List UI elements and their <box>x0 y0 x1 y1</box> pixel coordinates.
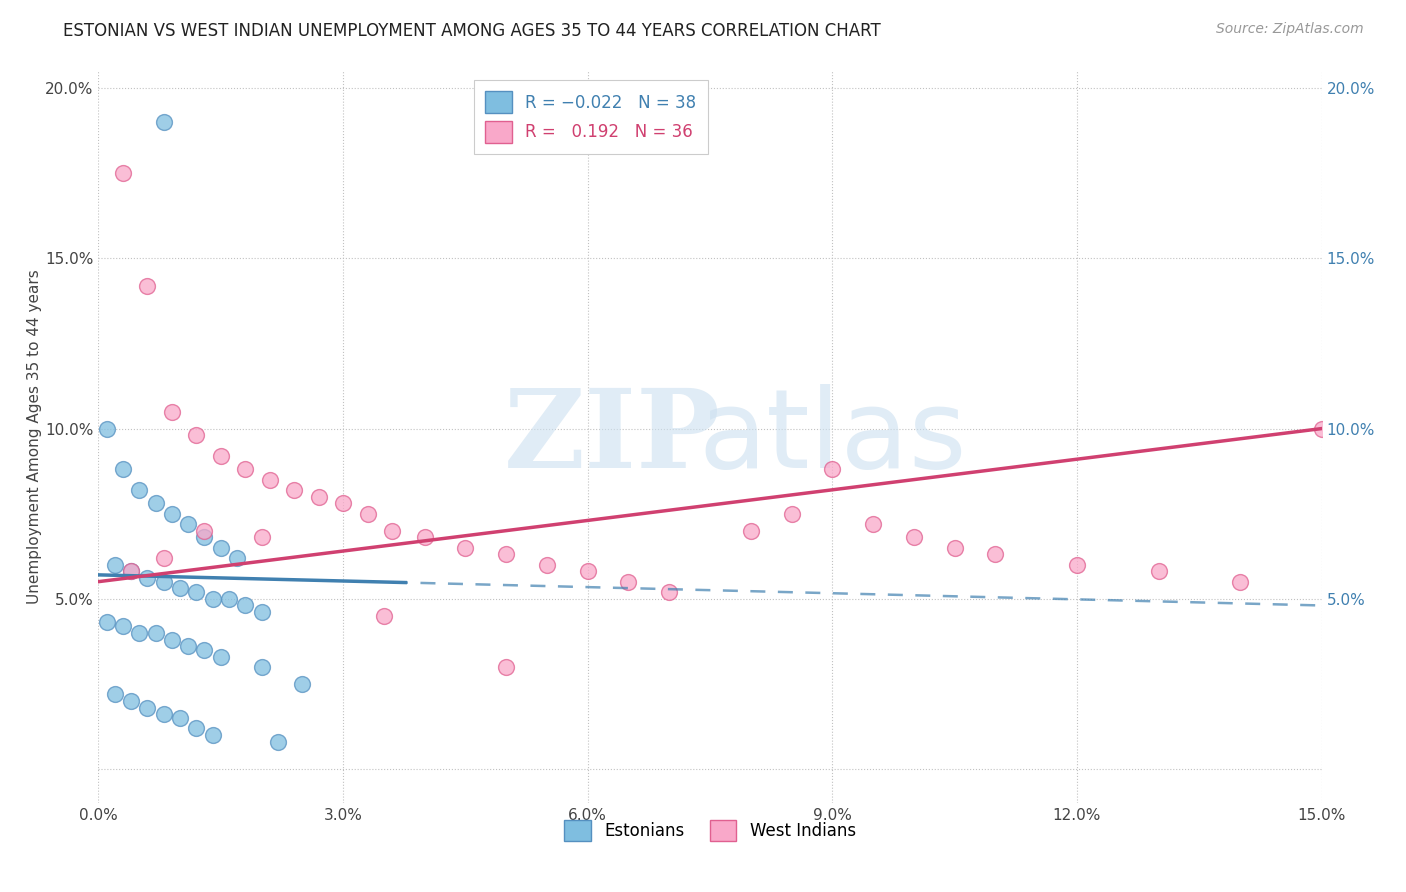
Text: atlas: atlas <box>699 384 966 491</box>
Point <box>136 571 159 585</box>
Point <box>332 496 354 510</box>
Point <box>373 608 395 623</box>
Point <box>943 541 966 555</box>
Point <box>160 404 183 418</box>
Text: ZIP: ZIP <box>503 384 720 491</box>
Point <box>193 524 215 538</box>
Point <box>128 483 150 497</box>
Point <box>233 599 256 613</box>
Point <box>381 524 404 538</box>
Point <box>291 677 314 691</box>
Point <box>233 462 256 476</box>
Point <box>617 574 640 589</box>
Point <box>1229 574 1251 589</box>
Point <box>454 541 477 555</box>
Point <box>903 531 925 545</box>
Point <box>201 591 224 606</box>
Point <box>495 659 517 673</box>
Point <box>152 550 174 565</box>
Point <box>267 734 290 748</box>
Point <box>169 582 191 596</box>
Point <box>136 278 159 293</box>
Point <box>152 574 174 589</box>
Point <box>193 642 215 657</box>
Point <box>160 507 183 521</box>
Point <box>177 516 200 531</box>
Text: Source: ZipAtlas.com: Source: ZipAtlas.com <box>1216 22 1364 37</box>
Point <box>984 548 1007 562</box>
Point <box>250 659 273 673</box>
Point <box>120 694 142 708</box>
Point <box>209 449 232 463</box>
Point <box>536 558 558 572</box>
Point <box>250 605 273 619</box>
Point <box>259 473 281 487</box>
Point <box>120 565 142 579</box>
Point <box>495 548 517 562</box>
Point <box>136 700 159 714</box>
Point <box>308 490 330 504</box>
Point <box>186 585 208 599</box>
Point <box>160 632 183 647</box>
Point <box>152 707 174 722</box>
Point <box>169 711 191 725</box>
Point <box>193 531 215 545</box>
Point <box>250 531 273 545</box>
Point <box>658 585 681 599</box>
Point <box>186 721 208 735</box>
Point <box>821 462 844 476</box>
Point <box>1066 558 1088 572</box>
Point <box>740 524 762 538</box>
Legend: Estonians, West Indians: Estonians, West Indians <box>555 811 865 849</box>
Point <box>111 462 134 476</box>
Point <box>145 625 167 640</box>
Point <box>120 565 142 579</box>
Point <box>862 516 884 531</box>
Point <box>226 550 249 565</box>
Point <box>1310 421 1333 435</box>
Text: ESTONIAN VS WEST INDIAN UNEMPLOYMENT AMONG AGES 35 TO 44 YEARS CORRELATION CHART: ESTONIAN VS WEST INDIAN UNEMPLOYMENT AMO… <box>63 22 882 40</box>
Point <box>152 115 174 129</box>
Point <box>145 496 167 510</box>
Point <box>356 507 378 521</box>
Y-axis label: Unemployment Among Ages 35 to 44 years: Unemployment Among Ages 35 to 44 years <box>27 269 42 605</box>
Point <box>1147 565 1170 579</box>
Point <box>209 649 232 664</box>
Point <box>413 531 436 545</box>
Point <box>576 565 599 579</box>
Point <box>283 483 305 497</box>
Point <box>104 687 127 701</box>
Point <box>104 558 127 572</box>
Point <box>111 166 134 180</box>
Point <box>96 421 118 435</box>
Point <box>201 728 224 742</box>
Point <box>177 640 200 654</box>
Point <box>186 428 208 442</box>
Point <box>209 541 232 555</box>
Point <box>111 619 134 633</box>
Point <box>96 615 118 630</box>
Point <box>780 507 803 521</box>
Point <box>128 625 150 640</box>
Point <box>218 591 240 606</box>
